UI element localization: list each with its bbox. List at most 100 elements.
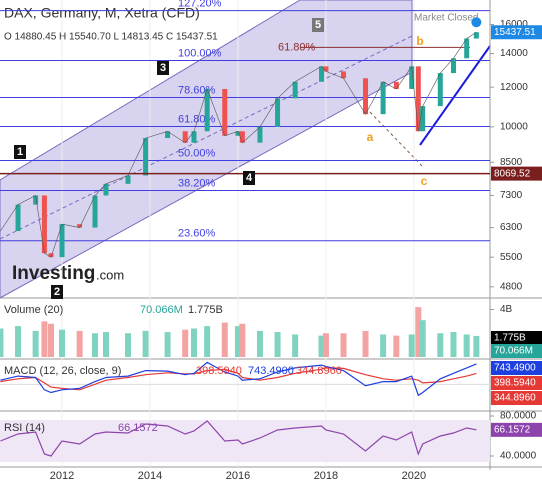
price-tag	[491, 361, 542, 375]
wave-label: b	[416, 34, 423, 48]
candle	[235, 131, 241, 136]
volume-bar	[274, 332, 281, 357]
x-tick-label: 2020	[402, 470, 426, 482]
rsi-band	[0, 420, 490, 462]
y-tick-label: 5500	[500, 252, 523, 263]
y-tick-label: 7300	[500, 190, 523, 201]
volume-bar	[292, 334, 299, 357]
volume-bar	[221, 322, 228, 357]
price-tag-label: 344.8960	[494, 393, 536, 404]
y-tick-label: 6300	[500, 222, 523, 233]
y-tick-label: 40.0000	[500, 451, 537, 462]
candle	[103, 183, 109, 196]
candle	[393, 81, 399, 89]
price-tag	[491, 25, 542, 40]
price-tag	[491, 331, 542, 345]
candle	[15, 204, 21, 232]
price-tag-label: 8069.52	[494, 168, 531, 179]
volume-bar	[256, 330, 263, 357]
x-tick-label: 2014	[138, 470, 162, 482]
fib-label: 127.20%	[178, 0, 222, 10]
candle	[239, 131, 245, 143]
price-tag	[491, 422, 542, 437]
legend-entry: 344.8960	[296, 365, 342, 377]
volume-bar	[408, 334, 415, 357]
candle	[380, 81, 386, 115]
candle	[41, 195, 47, 254]
price-tag	[491, 376, 542, 390]
candle	[182, 131, 188, 143]
price-tag-label: 743.4900	[494, 363, 536, 374]
wave-label: 3	[160, 62, 166, 74]
candle	[409, 66, 415, 89]
wave-label: 1	[17, 146, 23, 158]
volume-bar	[204, 326, 211, 357]
price-tag	[491, 344, 542, 358]
rsi-line	[0, 420, 477, 457]
candle	[92, 195, 98, 228]
candle	[420, 106, 426, 132]
volume-bar	[322, 333, 329, 357]
volume-bar	[164, 332, 171, 357]
candle	[59, 224, 65, 258]
volume-bar	[92, 333, 99, 357]
volume-bar	[437, 333, 444, 357]
candle	[292, 81, 298, 99]
volume-bar	[393, 335, 400, 357]
candle	[204, 88, 210, 132]
volume-bar	[32, 330, 39, 357]
price-tag-label: 1.775B	[494, 333, 526, 344]
wave-label: 5	[315, 19, 321, 31]
price-tag-label: 15437.51	[494, 27, 536, 38]
x-tick-label: 2012	[50, 470, 74, 482]
chart-title: DAX, Germany, M, Xetra (CFD)	[4, 5, 200, 21]
volume-bar	[103, 332, 110, 357]
volume-bar	[182, 329, 189, 357]
candle	[363, 78, 369, 115]
volume-bar	[190, 328, 197, 357]
logo-suffix: .com	[96, 267, 124, 282]
volume-bar	[380, 334, 387, 357]
legend-entry: 398.5940	[196, 365, 242, 377]
trend-line	[419, 45, 491, 146]
candle	[33, 195, 39, 205]
y-tick-label: 80.0000	[500, 411, 537, 422]
volume-bar	[318, 335, 325, 357]
candle	[275, 98, 281, 127]
price-tag	[491, 166, 542, 181]
rsi-reading: 66.1572	[118, 422, 158, 434]
volume-bar	[463, 334, 470, 357]
macd-line	[0, 361, 477, 397]
y-tick-label: 12000	[500, 82, 528, 93]
pane-title: Volume (20)	[4, 304, 63, 316]
candle	[143, 138, 149, 176]
logo: Investing	[12, 263, 95, 284]
wave-line	[369, 111, 425, 169]
volume-bar	[59, 329, 66, 357]
fib-label: 61.80%	[178, 113, 216, 125]
wave-box	[14, 145, 26, 159]
legend-entry: 743.4900	[248, 365, 294, 377]
fib-label: 50.00%	[178, 147, 216, 159]
wave-label: a	[367, 130, 374, 144]
candle	[323, 66, 329, 72]
volume-bar	[239, 323, 246, 357]
candle	[319, 66, 325, 82]
last-marker	[471, 17, 482, 28]
volume-bar	[48, 323, 55, 357]
wave-box	[157, 61, 169, 75]
pane-title: MACD (12, 26, close, 9)	[4, 365, 121, 377]
x-tick-label: 2016	[226, 470, 250, 482]
volume-bar	[124, 333, 131, 357]
volume-bar	[415, 307, 422, 357]
fib-label: 38.20%	[178, 177, 216, 189]
wave-label: c	[421, 174, 428, 188]
volume-bar	[15, 326, 22, 357]
volume-bar	[142, 330, 149, 357]
pane-title: RSI (14)	[4, 422, 45, 434]
y-tick-label: 8500	[500, 157, 523, 168]
price-tag-label: 66.1572	[494, 424, 531, 435]
wave-label: 2	[54, 286, 60, 298]
y-tick-label: 10000	[500, 122, 528, 133]
